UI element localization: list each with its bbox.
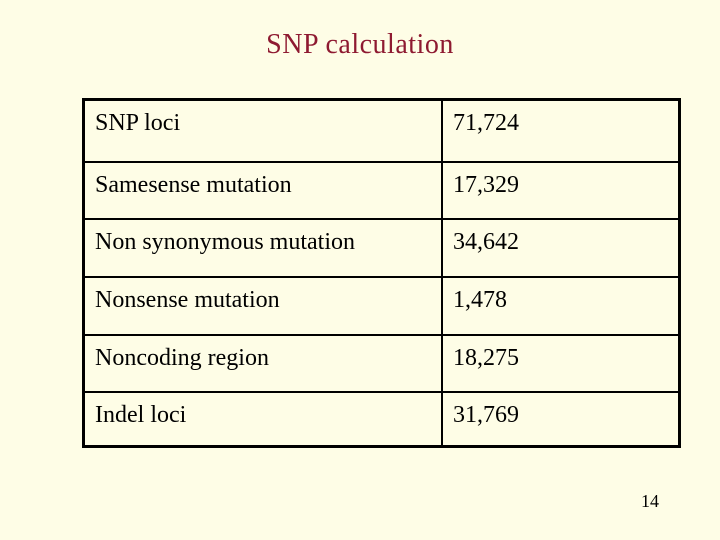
table-row: Nonsense mutation 1,478 [82, 275, 681, 336]
row-value-cell: 31,769 [441, 390, 681, 448]
page-number: 14 [641, 491, 659, 511]
row-label-cell: Non synonymous mutation [82, 217, 443, 278]
row-value-cell: 34,642 [441, 217, 681, 278]
table-row: Indel loci 31,769 [82, 390, 681, 448]
row-value-cell: 71,724 [441, 98, 681, 163]
table-row: Non synonymous mutation 34,642 [82, 217, 681, 278]
row-label-cell: SNP loci [82, 98, 443, 163]
table-row: Samesense mutation 17,329 [82, 160, 681, 220]
slide-title: SNP calculation [266, 29, 454, 60]
row-value-cell: 18,275 [441, 333, 681, 393]
row-label-cell: Samesense mutation [82, 160, 443, 220]
table-row: Noncoding region 18,275 [82, 333, 681, 393]
row-value-cell: 17,329 [441, 160, 681, 220]
row-label-cell: Nonsense mutation [82, 275, 443, 336]
row-value-cell: 1,478 [441, 275, 681, 336]
row-label-cell: Noncoding region [82, 333, 443, 393]
snp-calculation-table: SNP loci 71,724 Samesense mutation 17,32… [82, 98, 681, 448]
row-label-cell: Indel loci [82, 390, 443, 448]
table-row: SNP loci 71,724 [82, 98, 681, 163]
